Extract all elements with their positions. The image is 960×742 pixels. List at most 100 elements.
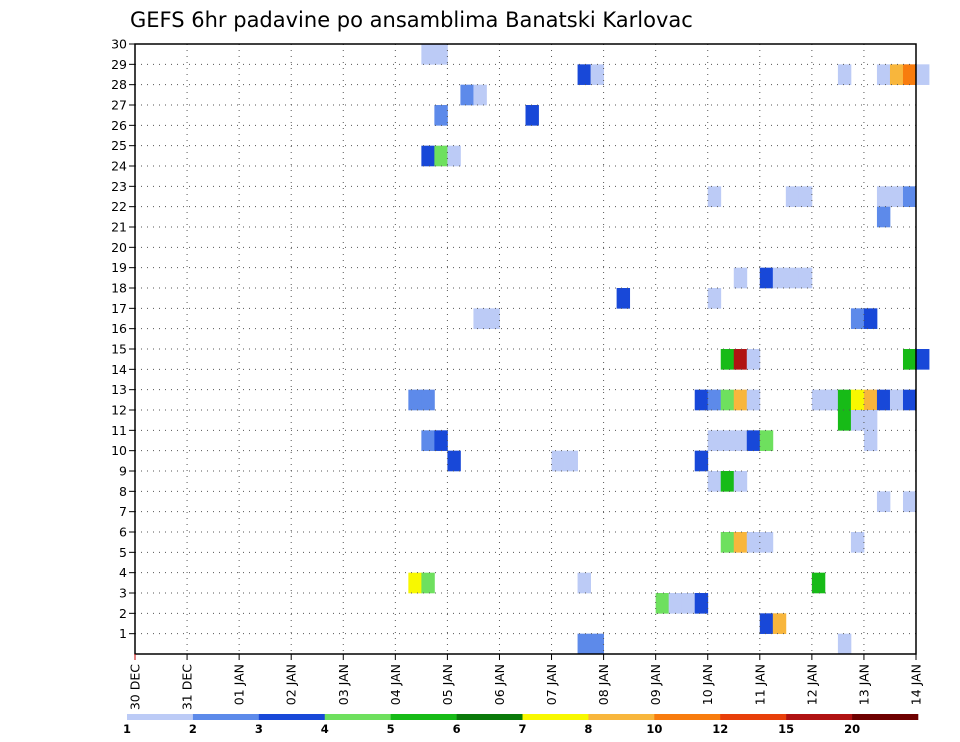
precip-cell <box>759 267 774 289</box>
precip-cell <box>837 389 852 411</box>
precip-cell <box>655 593 670 614</box>
x-tick-label: 03 JAN <box>336 664 351 705</box>
precip-cell <box>811 572 826 594</box>
y-tick-label: 2 <box>119 606 127 621</box>
y-tick-label: 26 <box>111 118 127 133</box>
y-tick-label: 16 <box>111 321 127 336</box>
precip-cell <box>733 430 748 451</box>
y-tick-label: 12 <box>111 403 127 418</box>
precip-cell <box>902 491 917 512</box>
precip-cell <box>460 84 474 106</box>
precip-cell <box>434 145 448 167</box>
y-tick-label: 7 <box>119 504 127 519</box>
precip-cell <box>746 349 761 370</box>
precip-cell <box>798 186 813 207</box>
precip-cell <box>694 450 709 472</box>
x-tick-label: 09 JAN <box>648 664 663 705</box>
precip-cell <box>447 450 461 472</box>
y-tick-label: 9 <box>119 464 127 479</box>
colorbar-label: 2 <box>189 722 197 736</box>
x-tick-label: 04 JAN <box>388 664 403 705</box>
colorbar-label: 6 <box>453 722 461 736</box>
precip-cell <box>421 145 435 167</box>
x-tick-label: 12 JAN <box>804 664 819 705</box>
precip-cell <box>850 532 865 553</box>
precip-cell <box>720 349 735 370</box>
precip-cell <box>876 64 891 85</box>
precip-cell <box>408 572 422 594</box>
precip-cell <box>876 389 891 411</box>
precip-cell <box>707 471 722 492</box>
grid-lines <box>135 44 916 654</box>
chart-title: GEFS 6hr padavine po ansamblima Banatski… <box>130 8 693 32</box>
precip-cell <box>837 633 852 655</box>
precipitation-cells <box>408 44 930 655</box>
y-tick-label: 27 <box>111 98 127 113</box>
x-tick-label: 10 JAN <box>700 664 715 705</box>
precip-cell <box>811 389 826 411</box>
colorbar-label: 8 <box>584 722 592 736</box>
precip-cell <box>408 389 422 411</box>
precip-cell <box>733 471 748 492</box>
precip-cell <box>837 64 852 85</box>
precip-cell <box>746 532 761 553</box>
axes: 1234567891011121314151617181920212223242… <box>111 37 923 711</box>
precip-cell <box>434 105 448 126</box>
precip-cell <box>902 186 917 207</box>
precip-cell <box>916 349 930 370</box>
precip-cell <box>694 389 709 411</box>
y-tick-label: 1 <box>119 626 127 641</box>
y-tick-label: 28 <box>111 77 127 92</box>
precip-cell <box>733 532 748 553</box>
x-tick-label: 07 JAN <box>544 664 559 705</box>
precip-cell <box>733 389 748 411</box>
precip-cell <box>759 430 774 451</box>
y-tick-label: 17 <box>111 301 127 316</box>
colorbar-label: 20 <box>844 722 860 736</box>
precip-cell <box>707 430 722 451</box>
precip-cell <box>876 491 891 512</box>
precip-cell <box>876 186 891 207</box>
y-tick-label: 8 <box>119 484 127 499</box>
precip-cell <box>447 145 461 167</box>
precip-cell <box>733 349 748 370</box>
precip-cell <box>759 613 774 634</box>
precip-cell <box>902 349 917 370</box>
precip-cell <box>720 532 735 553</box>
colorbar-label: 12 <box>712 722 728 736</box>
precip-cell <box>707 186 722 207</box>
precip-cell <box>733 267 748 289</box>
precip-cell <box>707 389 722 411</box>
precip-cell <box>551 450 565 472</box>
precip-cell <box>850 389 865 411</box>
x-tick-label: 08 JAN <box>596 664 611 705</box>
precip-cell <box>746 430 761 451</box>
y-tick-label: 5 <box>119 545 127 560</box>
precip-cell <box>434 430 448 451</box>
precip-cell <box>863 430 878 451</box>
colorbar-label: 7 <box>518 722 526 736</box>
y-tick-label: 22 <box>111 199 127 214</box>
precip-cell <box>707 288 722 309</box>
precip-cell <box>668 593 683 614</box>
y-tick-label: 10 <box>111 443 127 458</box>
y-tick-label: 23 <box>111 179 127 194</box>
precip-cell <box>772 267 787 289</box>
precip-cell <box>577 633 591 655</box>
y-tick-label: 20 <box>111 240 127 255</box>
colorbar-swatch <box>324 714 391 720</box>
precip-cell <box>473 308 487 329</box>
x-tick-label: 13 JAN <box>856 664 871 705</box>
y-tick-label: 21 <box>111 220 127 235</box>
precip-cell <box>785 267 800 289</box>
precip-cell <box>889 389 904 411</box>
colorbar-swatch <box>192 714 260 720</box>
precip-cell <box>616 288 631 309</box>
precip-cell <box>863 410 878 431</box>
y-tick-label: 29 <box>111 57 127 72</box>
colorbar-swatch <box>654 714 721 720</box>
colorbar-swatch <box>720 714 787 720</box>
y-tick-label: 4 <box>119 565 127 580</box>
precip-cell <box>590 64 604 85</box>
colorbar: 1 2 3 4 5 6 7 8 10 12 15 20 <box>123 714 919 736</box>
